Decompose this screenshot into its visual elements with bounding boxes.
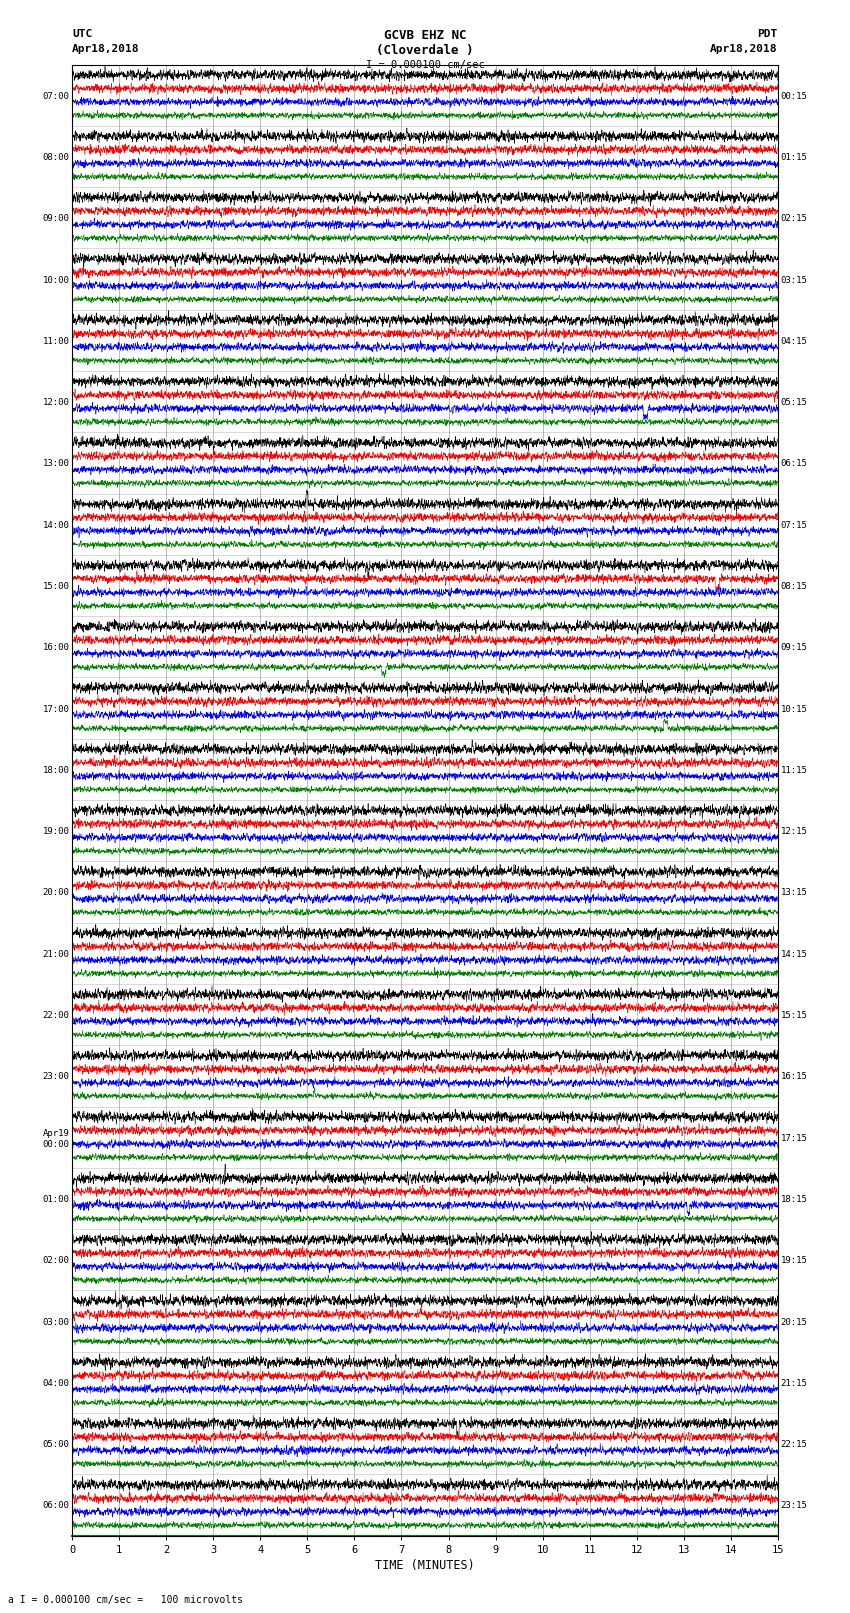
Text: Apr18,2018: Apr18,2018 bbox=[711, 44, 778, 53]
Text: I = 0.000100 cm/sec: I = 0.000100 cm/sec bbox=[366, 60, 484, 69]
X-axis label: TIME (MINUTES): TIME (MINUTES) bbox=[375, 1558, 475, 1571]
Text: UTC: UTC bbox=[72, 29, 93, 39]
Text: a I = 0.000100 cm/sec =   100 microvolts: a I = 0.000100 cm/sec = 100 microvolts bbox=[8, 1595, 243, 1605]
Text: Apr18,2018: Apr18,2018 bbox=[72, 44, 139, 53]
Text: PDT: PDT bbox=[757, 29, 778, 39]
Text: GCVB EHZ NC: GCVB EHZ NC bbox=[383, 29, 467, 42]
Text: (Cloverdale ): (Cloverdale ) bbox=[377, 44, 473, 56]
